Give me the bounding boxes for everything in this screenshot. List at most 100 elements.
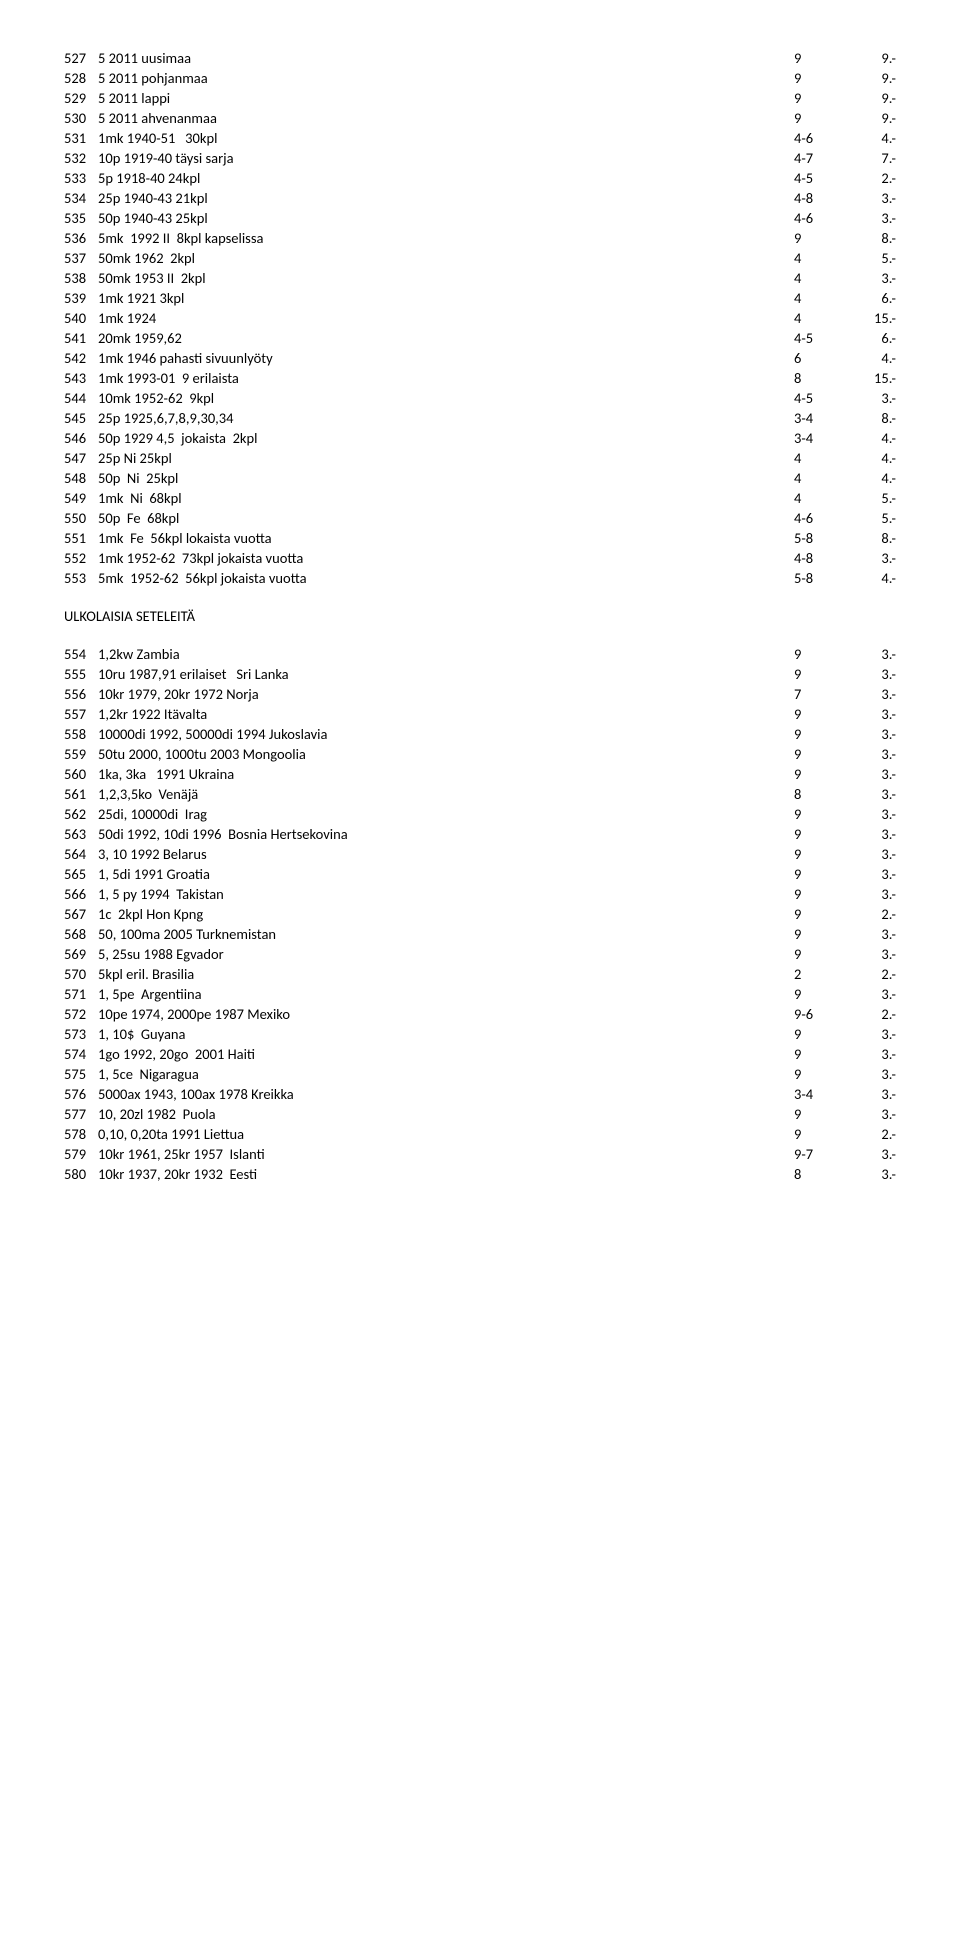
lot-row: 5401mk 1924415.- xyxy=(64,308,896,328)
lot-grade: 8 xyxy=(794,1164,854,1184)
lot-grade: 9-6 xyxy=(794,1004,854,1024)
lot-row: 5285 2011 pohjanmaa99.- xyxy=(64,68,896,88)
lot-row: 5661, 5 py 1994 Takistan93.- xyxy=(64,884,896,904)
lot-grade: 9 xyxy=(794,724,854,744)
lot-description: 1mk Fe 56kpl lokaista vuotta xyxy=(98,528,794,548)
lot-row: 5431mk 1993-01 9 erilaista815.- xyxy=(64,368,896,388)
lot-row: 5535mk 1952-62 56kpl jokaista vuotta5-84… xyxy=(64,568,896,588)
lot-grade: 9 xyxy=(794,1104,854,1124)
lot-price: 3.- xyxy=(854,1024,896,1044)
lot-number: 569 xyxy=(64,944,98,964)
lot-description: 1mk Ni 68kpl xyxy=(98,488,794,508)
lot-grade: 9 xyxy=(794,704,854,724)
lot-row: 5511mk Fe 56kpl lokaista vuotta5-88.- xyxy=(64,528,896,548)
lot-row: 5305 2011 ahvenanmaa99.- xyxy=(64,108,896,128)
lot-number: 540 xyxy=(64,308,98,328)
lot-row: 5491mk Ni 68kpl45.- xyxy=(64,488,896,508)
lot-grade: 8 xyxy=(794,368,854,388)
lot-price: 4.- xyxy=(854,348,896,368)
lot-row: 55050p Fe 68kpl4-65.- xyxy=(64,508,896,528)
lot-grade: 9 xyxy=(794,844,854,864)
lot-description: 50mk 1962 2kpl xyxy=(98,248,794,268)
lot-price: 6.- xyxy=(854,328,896,348)
lot-price: 9.- xyxy=(854,88,896,108)
lot-grade: 4-5 xyxy=(794,388,854,408)
lot-grade: 4-5 xyxy=(794,328,854,348)
lot-list-1: 5275 2011 uusimaa99.-5285 2011 pohjanmaa… xyxy=(64,48,896,588)
section-title: ULKOLAISIA SETELEITÄ xyxy=(64,606,896,626)
lot-grade: 9 xyxy=(794,904,854,924)
lot-grade: 9 xyxy=(794,944,854,964)
lot-description: 50tu 2000, 1000tu 2003 Mongoolia xyxy=(98,744,794,764)
lot-number: 527 xyxy=(64,48,98,68)
lot-row: 5741go 1992, 20go 2001 Haiti93.- xyxy=(64,1044,896,1064)
lot-price: 4.- xyxy=(854,428,896,448)
lot-price: 5.- xyxy=(854,248,896,268)
lot-price: 3.- xyxy=(854,924,896,944)
lot-row: 5643, 10 1992 Belarus93.- xyxy=(64,844,896,864)
lot-number: 576 xyxy=(64,1084,98,1104)
lot-description: 20mk 1959,62 xyxy=(98,328,794,348)
lot-price: 3.- xyxy=(854,844,896,864)
lot-number: 534 xyxy=(64,188,98,208)
lot-description: 50p Fe 68kpl xyxy=(98,508,794,528)
lot-number: 543 xyxy=(64,368,98,388)
lot-price: 3.- xyxy=(854,984,896,1004)
lot-description: 10, 20zl 1982 Puola xyxy=(98,1104,794,1124)
lot-description: 5, 25su 1988 Egvador xyxy=(98,944,794,964)
lot-price: 3.- xyxy=(854,268,896,288)
lot-price: 3.- xyxy=(854,704,896,724)
lot-price: 3.- xyxy=(854,804,896,824)
lot-description: 1ka, 3ka 1991 Ukraina xyxy=(98,764,794,784)
lot-row: 54650p 1929 4,5 jokaista 2kpl3-44.- xyxy=(64,428,896,448)
lot-number: 538 xyxy=(64,268,98,288)
lot-grade: 4 xyxy=(794,488,854,508)
lot-description: 50p 1929 4,5 jokaista 2kpl xyxy=(98,428,794,448)
lot-row: 55950tu 2000, 1000tu 2003 Mongoolia93.- xyxy=(64,744,896,764)
lot-number: 579 xyxy=(64,1144,98,1164)
lot-price: 4.- xyxy=(854,128,896,148)
lot-number: 571 xyxy=(64,984,98,1004)
lot-description: 1, 10$ Guyana xyxy=(98,1024,794,1044)
lot-row: 54850p Ni 25kpl44.- xyxy=(64,468,896,488)
lot-row: 57210pe 1974, 2000pe 1987 Mexiko9-62.- xyxy=(64,1004,896,1024)
lot-grade: 4-6 xyxy=(794,208,854,228)
lot-row: 54410mk 1952-62 9kpl4-53.- xyxy=(64,388,896,408)
lot-price: 4.- xyxy=(854,468,896,488)
lot-row: 5571,2kr 1922 Itävalta93.- xyxy=(64,704,896,724)
lot-grade: 9 xyxy=(794,744,854,764)
lot-grade: 9 xyxy=(794,48,854,68)
lot-grade: 9 xyxy=(794,1064,854,1084)
lot-row: 54120mk 1959,624-56.- xyxy=(64,328,896,348)
lot-description: 1, 5ce Nigaragua xyxy=(98,1064,794,1084)
lot-row: 5711, 5pe Argentiina93.- xyxy=(64,984,896,1004)
lot-row: 5765000ax 1943, 100ax 1978 Kreikka3-43.- xyxy=(64,1084,896,1104)
lot-number: 572 xyxy=(64,1004,98,1024)
lot-number: 563 xyxy=(64,824,98,844)
lot-row: 5275 2011 uusimaa99.- xyxy=(64,48,896,68)
lot-number: 567 xyxy=(64,904,98,924)
lot-price: 3.- xyxy=(854,724,896,744)
lot-row: 55510ru 1987,91 erilaiset Sri Lanka93.- xyxy=(64,664,896,684)
lot-grade: 4 xyxy=(794,268,854,288)
lot-row: 54725p Ni 25kpl44.- xyxy=(64,448,896,468)
lot-price: 3.- xyxy=(854,1144,896,1164)
lot-row: 53425p 1940-43 21kpl4-83.- xyxy=(64,188,896,208)
lot-price: 2.- xyxy=(854,964,896,984)
lot-description: 5mk 1952-62 56kpl jokaista vuotta xyxy=(98,568,794,588)
lot-grade: 4 xyxy=(794,308,854,328)
lot-number: 564 xyxy=(64,844,98,864)
lot-number: 549 xyxy=(64,488,98,508)
lot-grade: 9 xyxy=(794,108,854,128)
lot-number: 574 xyxy=(64,1044,98,1064)
lot-description: 1, 5di 1991 Groatia xyxy=(98,864,794,884)
lot-row: 56350di 1992, 10di 1996 Bosnia Hertsekov… xyxy=(64,824,896,844)
lot-number: 556 xyxy=(64,684,98,704)
lot-grade: 9 xyxy=(794,804,854,824)
lot-description: 10kr 1961, 25kr 1957 Islanti xyxy=(98,1144,794,1164)
lot-price: 3.- xyxy=(854,1064,896,1084)
lot-number: 566 xyxy=(64,884,98,904)
lot-description: 1,2kw Zambia xyxy=(98,644,794,664)
lot-number: 577 xyxy=(64,1104,98,1124)
lot-number: 531 xyxy=(64,128,98,148)
